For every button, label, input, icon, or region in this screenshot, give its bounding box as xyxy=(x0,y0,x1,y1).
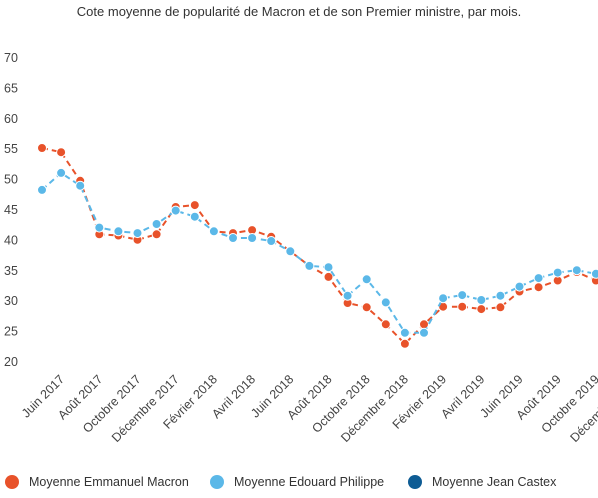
data-point-moyenne-edouard-philippe xyxy=(323,262,334,273)
data-point-moyenne-edouard-philippe xyxy=(514,281,525,292)
data-point-moyenne-edouard-philippe xyxy=(533,273,544,284)
data-point-moyenne-edouard-philippe xyxy=(304,260,315,271)
data-point-moyenne-edouard-philippe xyxy=(56,167,67,178)
data-point-moyenne-emmanuel-macron xyxy=(457,301,468,312)
legend: Moyenne Emmanuel Macron Moyenne Edouard … xyxy=(0,475,598,495)
data-point-moyenne-edouard-philippe xyxy=(361,274,372,285)
chart-title: Cote moyenne de popularité de Macron et … xyxy=(76,4,522,19)
y-tick-label: 70 xyxy=(4,51,18,65)
data-point-moyenne-edouard-philippe xyxy=(285,246,296,257)
y-tick-label: 20 xyxy=(4,355,18,369)
data-point-moyenne-edouard-philippe xyxy=(590,268,598,279)
data-point-moyenne-edouard-philippe xyxy=(170,205,181,216)
y-tick-label: 60 xyxy=(4,112,18,126)
data-point-moyenne-emmanuel-macron xyxy=(419,319,429,330)
y-tick-label: 35 xyxy=(4,264,18,278)
data-point-moyenne-edouard-philippe xyxy=(75,180,86,191)
data-point-moyenne-emmanuel-macron xyxy=(361,302,372,313)
data-point-moyenne-emmanuel-macron xyxy=(323,271,334,282)
data-point-moyenne-edouard-philippe xyxy=(151,219,162,229)
legend-item-macron[interactable]: Moyenne Emmanuel Macron xyxy=(5,475,189,489)
data-point-moyenne-edouard-philippe xyxy=(552,267,563,278)
y-tick-label: 30 xyxy=(4,294,18,308)
x-tick-label: Décembre 2018 xyxy=(338,372,411,445)
data-point-moyenne-emmanuel-macron xyxy=(37,143,47,153)
legend-item-castex[interactable]: Moyenne Jean Castex xyxy=(408,475,556,489)
data-point-moyenne-edouard-philippe xyxy=(189,211,200,222)
data-point-moyenne-edouard-philippe xyxy=(228,233,238,243)
data-point-moyenne-emmanuel-macron xyxy=(56,147,67,158)
data-point-moyenne-edouard-philippe xyxy=(37,184,47,195)
data-point-moyenne-emmanuel-macron xyxy=(476,304,487,315)
legend-label-philippe: Moyenne Edouard Philippe xyxy=(234,475,385,489)
data-point-moyenne-edouard-philippe xyxy=(457,290,468,301)
legend-label-castex: Moyenne Jean Castex xyxy=(432,475,557,489)
x-tick-label: Décembre 2017 xyxy=(109,372,182,445)
legend-dot-philippe-icon xyxy=(210,475,224,489)
data-point-moyenne-edouard-philippe xyxy=(476,295,487,305)
data-point-moyenne-edouard-philippe xyxy=(419,327,429,338)
data-point-moyenne-edouard-philippe xyxy=(132,228,143,239)
y-tick-label: 45 xyxy=(4,203,18,217)
series-line-moyenne-emmanuel-macron xyxy=(41,147,598,346)
data-point-moyenne-emmanuel-macron xyxy=(399,338,410,349)
legend-label-macron: Moyenne Emmanuel Macron xyxy=(29,475,189,489)
data-point-moyenne-emmanuel-macron xyxy=(533,282,544,293)
data-point-moyenne-edouard-philippe xyxy=(342,290,353,301)
data-point-moyenne-edouard-philippe xyxy=(495,290,506,301)
data-point-moyenne-edouard-philippe xyxy=(380,297,391,308)
legend-dot-castex-icon xyxy=(408,475,422,489)
data-point-moyenne-emmanuel-macron xyxy=(189,200,200,211)
data-point-moyenne-edouard-philippe xyxy=(94,222,105,233)
data-point-moyenne-edouard-philippe xyxy=(208,226,219,237)
y-tick-label: 55 xyxy=(4,142,18,156)
legend-item-philippe[interactable]: Moyenne Edouard Philippe xyxy=(210,475,384,489)
series-line-moyenne-edouard-philippe xyxy=(41,171,598,334)
data-point-moyenne-edouard-philippe xyxy=(266,236,277,246)
data-point-moyenne-edouard-philippe xyxy=(571,265,582,276)
data-point-moyenne-emmanuel-macron xyxy=(495,302,506,313)
data-point-moyenne-edouard-philippe xyxy=(113,226,124,237)
y-tick-label: 50 xyxy=(4,173,18,187)
y-tick-label: 40 xyxy=(4,233,18,247)
y-tick-label: 65 xyxy=(4,81,18,95)
data-point-moyenne-emmanuel-macron xyxy=(151,229,162,240)
legend-dot-macron-icon xyxy=(5,475,19,489)
data-point-moyenne-edouard-philippe xyxy=(438,293,449,304)
data-point-moyenne-emmanuel-macron xyxy=(380,319,391,330)
y-tick-label: 25 xyxy=(4,325,18,339)
data-point-moyenne-edouard-philippe xyxy=(247,233,258,243)
data-point-moyenne-edouard-philippe xyxy=(399,327,410,338)
